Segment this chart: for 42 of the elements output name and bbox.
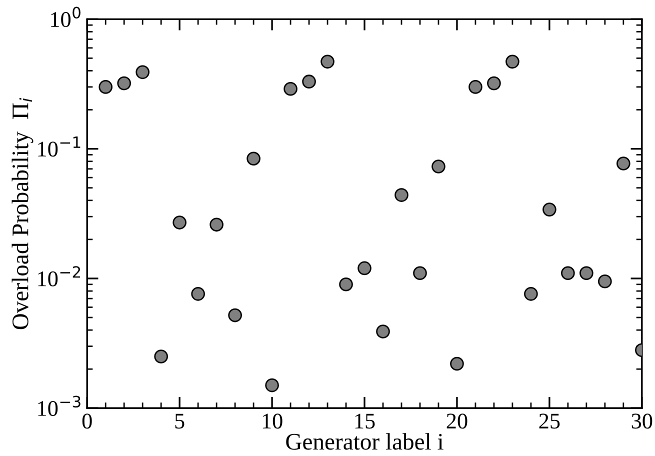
point [394,188,408,202]
point [487,76,501,90]
x-axis-title: Generator label i [286,433,444,450]
y-tick-label: 10$^{−1}$ [38,136,80,157]
point [524,287,538,301]
point [432,160,446,174]
point [616,156,630,170]
x-tick-label: 20 [446,414,468,429]
point [506,54,520,69]
point [339,277,353,292]
point [284,82,298,96]
point [191,287,205,301]
point [154,350,168,364]
point [228,308,242,322]
point [413,266,427,280]
point [468,80,482,94]
y-tick-label: 10$^{−3}$ [38,396,80,416]
point [358,261,372,276]
y-axis-title: Overload Probability Π$_{i}$ [12,98,34,330]
point [210,218,224,232]
x-tick-label: 30 [632,414,652,429]
point [98,80,113,94]
point [172,216,186,230]
point [580,266,594,280]
x-tick-label: 15 [355,414,375,429]
x-tick-label: 25 [539,414,560,429]
point [136,65,150,80]
point [598,274,612,288]
point [542,202,556,216]
point [561,266,575,280]
x-tick-label: 0 [82,414,92,429]
point [450,356,464,371]
point [265,378,279,392]
point [117,76,132,90]
y-tick-label: 10$^{0}$ [51,6,80,28]
y-tick-label: 10$^{−2}$ [38,266,80,286]
x-tick-label: 5 [175,414,184,429]
point [376,324,390,338]
point [246,152,260,166]
point [320,54,334,69]
x-tick-label: 10 [262,414,282,429]
point [302,74,316,88]
